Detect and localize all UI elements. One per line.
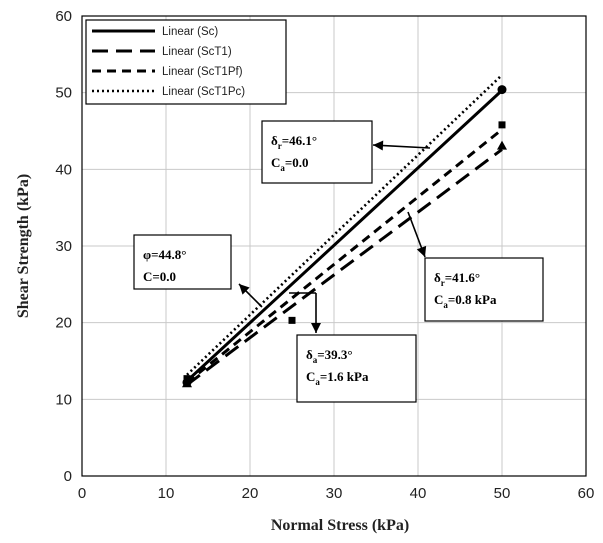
x-tick-label: 10 [158, 485, 175, 502]
y-axis-ticks: 0 10 20 30 40 50 60 [55, 8, 72, 485]
x-tick-label: 30 [326, 485, 343, 502]
annotation-subscript: r [278, 141, 282, 151]
annotation-value: =1.6 kPa [320, 369, 369, 384]
legend-box [85, 19, 287, 105]
annotations-layer: φ=44.8°C=0.0δr=46.1°Ca=0.0δr=41.6°Ca=0.8… [133, 120, 544, 403]
data-point-circle [497, 85, 507, 95]
annotation-arrows [238, 140, 431, 333]
y-tick-label: 10 [55, 391, 72, 408]
annotation-symbol: C [434, 292, 443, 307]
annotation-value: =46.1° [282, 133, 317, 148]
y-tick-label: 50 [55, 85, 72, 102]
annotation-line2: Ca=1.6 kPa [306, 369, 369, 387]
annotation-box [133, 234, 232, 290]
annotation-value: =41.6° [445, 270, 480, 285]
legend-label: Linear (ScT1Pf) [162, 66, 243, 78]
x-tick-label: 0 [78, 485, 86, 502]
annotation-value: =0.0 [152, 269, 176, 284]
annotation-arrowhead [239, 284, 250, 295]
series-line-2 [186, 128, 503, 384]
y-tick-label: 40 [55, 161, 72, 178]
annotation-symbol: C [271, 155, 280, 170]
annotation-value: =39.3° [317, 347, 352, 362]
annotation-line1: δr=46.1° [271, 133, 317, 151]
data-point-triangle [182, 378, 192, 388]
annotation-sct1: δa=39.3°Ca=1.6 kPa [296, 334, 417, 403]
annotation-sc: φ=44.8° C=0.0 [133, 234, 232, 290]
annotation-symbol: C [143, 269, 152, 284]
annotation-symbol: δ [434, 270, 441, 285]
annotation-line2: Ca=0.0 [271, 155, 309, 173]
annotation-subscript: a [280, 163, 285, 173]
legend-label: Linear (Sc) [162, 26, 218, 38]
annotation-line1: δa=39.3° [306, 347, 353, 365]
annotation-subscript: a [443, 300, 448, 310]
annotation-arrowhead [416, 245, 427, 257]
annotation-line1: δr=41.6° [434, 270, 480, 288]
x-tick-label: 20 [242, 485, 259, 502]
x-axis-title: Normal Stress (kPa) [271, 517, 409, 534]
legend-label: Linear (ScT1) [162, 46, 232, 58]
annotation-line2: Ca=0.8 kPa [434, 292, 497, 310]
annotation-value: =44.8° [151, 247, 186, 262]
plot-frame [81, 15, 587, 477]
markers-layer [182, 85, 507, 388]
annotation-subscript: a [313, 355, 318, 365]
annotation-sct1pc: δr=46.1°Ca=0.0 [261, 120, 373, 184]
series-line-0 [185, 89, 504, 383]
annotation-symbol: φ [143, 247, 151, 262]
data-point-triangle [497, 140, 507, 150]
annotation-symbol: C [306, 369, 315, 384]
series-layer [185, 74, 504, 386]
annotation-line1: φ=44.8° [143, 247, 186, 262]
annotation-value: =0.8 kPa [448, 292, 497, 307]
x-axis-ticks: 0 10 20 30 40 50 60 [78, 485, 595, 502]
annotation-box [296, 334, 417, 403]
annotation-subscript: r [441, 278, 445, 288]
y-axis-title: Shear Strength (kPa) [15, 174, 32, 318]
legend-label: Linear (ScT1Pc) [162, 86, 245, 98]
annotation-box [424, 257, 544, 322]
annotation-value: =0.0 [285, 155, 309, 170]
legend: Linear (Sc) Linear (ScT1) Linear (ScT1Pf) L… [85, 19, 287, 105]
data-point-square [288, 316, 296, 324]
x-tick-label: 40 [410, 485, 427, 502]
data-point-square [183, 375, 191, 383]
y-tick-label: 0 [64, 468, 72, 485]
annotation-subscript: a [315, 377, 320, 387]
series-line-1 [186, 148, 503, 386]
annotation-arrowhead [311, 323, 321, 333]
annotation-symbol: δ [306, 347, 313, 362]
y-tick-label: 20 [55, 315, 72, 332]
x-tick-label: 50 [494, 485, 511, 502]
data-point-square [498, 121, 506, 129]
annotation-box [261, 120, 373, 184]
annotation-line2: C=0.0 [143, 269, 176, 284]
annotation-sct1pf: δr=41.6°Ca=0.8 kPa [424, 257, 544, 322]
annotation-arrowhead [373, 140, 384, 151]
x-tick-label: 60 [578, 485, 595, 502]
y-tick-label: 60 [55, 8, 72, 25]
annotation-symbol: δ [271, 133, 278, 148]
y-tick-label: 30 [55, 238, 72, 255]
